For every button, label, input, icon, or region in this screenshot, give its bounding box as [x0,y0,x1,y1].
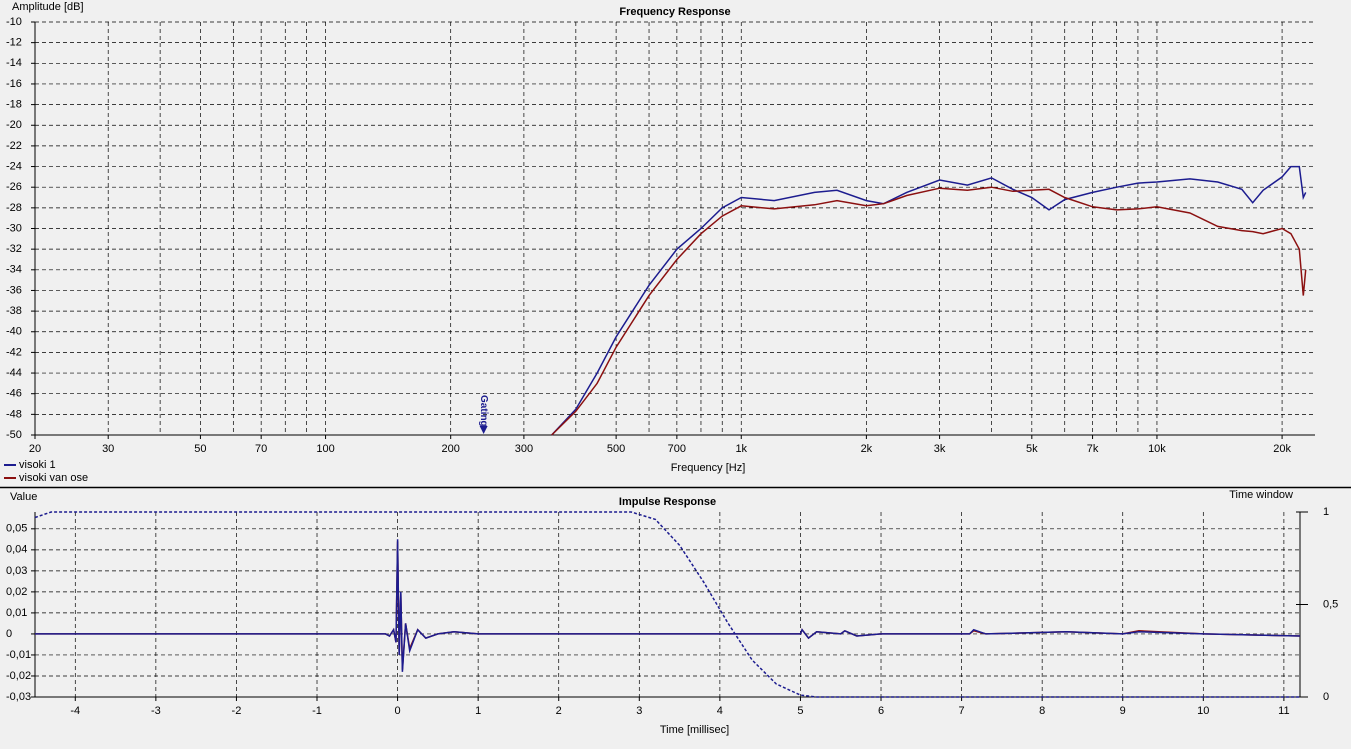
x-tick-label: 1 [475,705,481,717]
chart-title: Impulse Response [619,496,716,508]
series-line [34,511,1300,698]
x-tick-label: 50 [194,443,206,455]
y-tick-label: -42 [6,346,22,358]
y2-axis-label: Time window [1229,489,1293,501]
y-tick-label: -0,02 [6,670,31,682]
annotation-marker [479,426,488,434]
x-tick-label: -4 [70,705,80,717]
series-line [551,165,1307,436]
y2-tick-label: 0 [1323,691,1329,703]
y-tick-label: -38 [6,305,22,317]
y-tick-label: -0,03 [6,691,31,703]
y-tick-label: -26 [6,181,22,193]
y2-tick-label: 1 [1323,506,1329,518]
y-tick-label: 0,01 [6,607,27,619]
y-tick-label: -40 [6,326,22,338]
y-axis-label: Amplitude [dB] [12,1,84,13]
x-tick-label: 200 [442,443,460,455]
x-tick-label: -2 [232,705,242,717]
y-tick-label: -28 [6,202,22,214]
y-tick-label: -0,01 [6,649,31,661]
y-tick-label: -12 [6,37,22,49]
x-tick-label: 8 [1039,705,1045,717]
x-tick-label: 7 [959,705,965,717]
series-line [35,539,1301,672]
y-tick-label: 0,03 [6,565,27,577]
x-tick-label: 10k [1148,443,1166,455]
x-tick-label: 9 [1120,705,1126,717]
x-tick-label: 5 [797,705,803,717]
x-tick-label: 300 [515,443,533,455]
y-tick-label: -44 [6,367,22,379]
x-tick-label: 0 [395,705,401,717]
chart-title: Frequency Response [619,6,730,18]
x-tick-label: 700 [668,443,686,455]
x-tick-label: 70 [255,443,267,455]
y-tick-label: -48 [6,408,22,420]
y-tick-label: -50 [6,429,22,441]
legend-label: visoki 1 [19,459,56,471]
y2-tick-label: 0,5 [1323,598,1338,610]
y-tick-label: -16 [6,78,22,90]
x-tick-label: 30 [102,443,114,455]
y-tick-label: 0,02 [6,586,27,598]
y-tick-label: -32 [6,243,22,255]
y-tick-label: -34 [6,264,22,276]
legend-label: visoki van ose [19,472,88,484]
x-tick-label: 2 [556,705,562,717]
annotation-text: Gating [478,395,489,427]
x-tick-label: -1 [312,705,322,717]
x-tick-label: 100 [316,443,334,455]
y-tick-label: -46 [6,388,22,400]
x-tick-label: 10 [1197,705,1209,717]
x-tick-label: 7k [1087,443,1099,455]
x-tick-label: 4 [717,705,723,717]
series-line [551,186,1307,436]
y-axis-label: Value [10,491,37,503]
x-tick-label: 20 [29,443,41,455]
y-tick-label: 0 [6,628,12,640]
x-tick-label: 1k [735,443,747,455]
y-tick-label: 0,05 [6,523,27,535]
y-tick-label: -36 [6,284,22,296]
x-tick-label: 11 [1278,705,1289,717]
x-axis-label: Frequency [Hz] [671,462,746,474]
y-tick-label: -30 [6,222,22,234]
y-tick-label: 0,04 [6,544,27,556]
x-tick-label: -3 [151,705,161,717]
x-tick-label: 20k [1273,443,1291,455]
x-tick-label: 5k [1026,443,1038,455]
x-tick-label: 3k [934,443,946,455]
x-axis-label: Time [millisec] [660,724,729,736]
y-tick-label: -14 [6,57,22,69]
y-tick-label: -10 [6,16,22,28]
x-tick-label: 500 [607,443,625,455]
y-tick-label: -24 [6,160,22,172]
y-tick-label: -20 [6,119,22,131]
x-tick-label: 3 [636,705,642,717]
x-tick-label: 2k [861,443,873,455]
y-tick-label: -18 [6,99,22,111]
y-tick-label: -22 [6,140,22,152]
x-tick-label: 6 [878,705,884,717]
